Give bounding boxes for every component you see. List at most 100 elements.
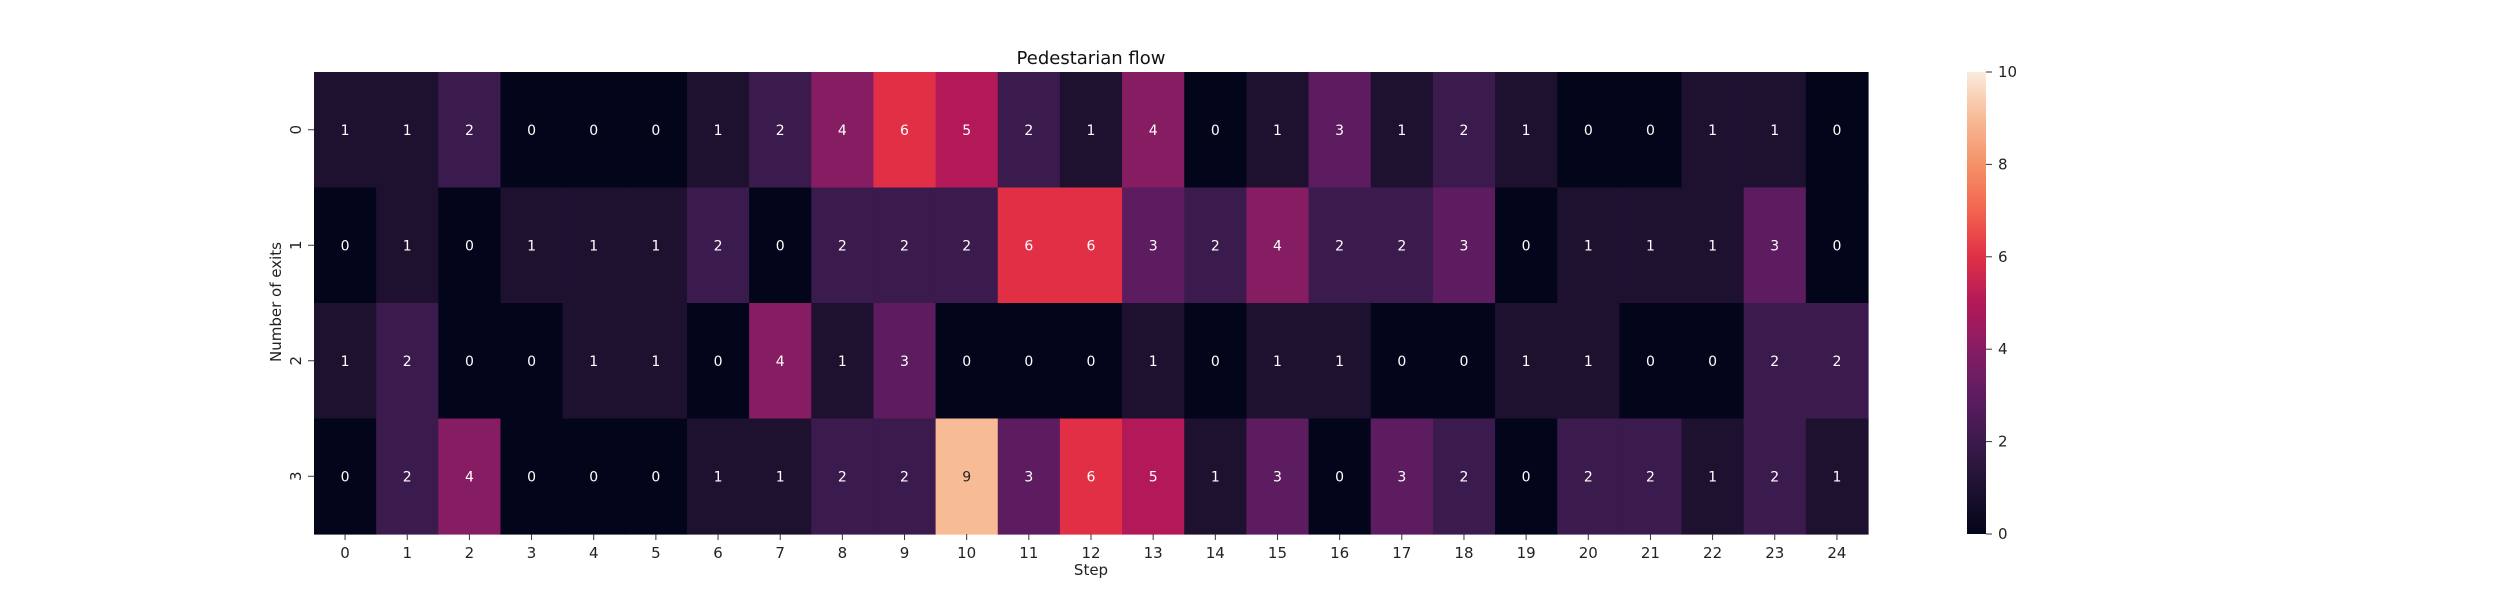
colorbar-tick-label: 6	[1998, 248, 2008, 266]
cell-value-label: 4	[838, 123, 847, 139]
cell-value-label: 0	[1646, 123, 1655, 139]
cell-value-label: 1	[1522, 354, 1531, 370]
cell-value-label: 2	[403, 354, 412, 370]
cell-value-label: 2	[1646, 469, 1655, 485]
heatmap-cell	[811, 418, 875, 535]
y-tick-label: 0	[287, 125, 305, 135]
cell-value-label: 3	[1397, 469, 1406, 485]
heatmap-cell	[1432, 303, 1496, 420]
colorbar	[1967, 72, 1986, 534]
cell-value-label: 4	[465, 469, 474, 485]
cell-value-label: 1	[1522, 123, 1531, 139]
heatmap-cell	[1370, 303, 1434, 420]
heatmap-cell	[1619, 72, 1683, 189]
x-tick-label: 16	[1330, 544, 1349, 562]
heatmap-cell	[873, 72, 937, 189]
heatmap-cell	[811, 303, 875, 420]
cell-value-label: 2	[1024, 123, 1033, 139]
cell-value-label: 3	[1459, 238, 1468, 254]
heatmap-cell	[686, 418, 750, 535]
heatmap-cell	[1557, 187, 1620, 304]
cell-value-label: 1	[1646, 238, 1655, 254]
cell-value-label: 0	[1397, 354, 1406, 370]
heatmap-cell	[1743, 72, 1807, 189]
heatmap-cell	[1432, 418, 1496, 535]
heatmap-cell	[1681, 187, 1745, 304]
heatmap-cell	[500, 72, 564, 189]
heatmap-cell	[1122, 187, 1185, 304]
cell-value-label: 0	[1335, 469, 1344, 485]
heatmap-cell	[935, 72, 999, 189]
heatmap-cell	[1619, 418, 1683, 535]
heatmap-cell	[624, 72, 688, 189]
cell-value-label: 0	[1708, 354, 1717, 370]
cell-value-label: 2	[1397, 238, 1406, 254]
heatmap-cell	[1308, 303, 1372, 420]
cell-value-label: 1	[1335, 354, 1344, 370]
x-tick-label: 1	[402, 544, 412, 562]
heatmap-cell	[1122, 418, 1185, 535]
heatmap-cell	[1059, 418, 1123, 535]
heatmap-cells	[314, 72, 1869, 535]
cell-value-label: 2	[776, 123, 785, 139]
cell-value-label: 2	[838, 238, 847, 254]
heatmap-cell	[997, 187, 1061, 304]
cell-value-label: 5	[962, 123, 971, 139]
x-axis-label: Step	[1074, 561, 1108, 579]
cell-value-label: 0	[527, 469, 536, 485]
cell-value-label: 2	[714, 238, 723, 254]
cell-value-label: 0	[465, 354, 474, 370]
heatmap-cell	[376, 303, 439, 420]
cell-value-label: 0	[341, 238, 350, 254]
heatmap-cell	[500, 303, 564, 420]
cell-value-label: 1	[341, 354, 350, 370]
x-tick-label: 0	[340, 544, 350, 562]
heatmap-cell	[1308, 72, 1372, 189]
heatmap-cell	[749, 72, 812, 189]
x-tick-label: 19	[1517, 544, 1536, 562]
heatmap-cell	[749, 303, 812, 420]
heatmap-cell	[873, 303, 937, 420]
cell-value-label: 6	[1087, 469, 1096, 485]
heatmap-cell	[438, 72, 502, 189]
colorbar-ticks: 0 2 4 6 8 10	[1986, 63, 2017, 543]
cell-value-label: 9	[962, 469, 971, 485]
heatmap-cell	[314, 72, 377, 189]
x-tick-label: 23	[1765, 544, 1784, 562]
heatmap-cell	[873, 418, 937, 535]
x-tick-label: 7	[775, 544, 785, 562]
heatmap-cell	[624, 418, 688, 535]
heatmap-cell	[1184, 303, 1247, 420]
heatmap-cell	[562, 303, 626, 420]
heatmap-cell	[1432, 72, 1496, 189]
cell-value-label: 1	[651, 354, 660, 370]
cell-value-label: 2	[1459, 469, 1468, 485]
x-tick-label: 3	[527, 544, 537, 562]
cell-value-label: 0	[714, 354, 723, 370]
x-tick-label: 21	[1641, 544, 1660, 562]
cell-value-label: 1	[403, 238, 412, 254]
heatmap-cell	[1246, 418, 1310, 535]
heatmap-cell	[1805, 72, 1869, 189]
heatmap-cell	[686, 187, 750, 304]
cell-value-label: 1	[1397, 123, 1406, 139]
heatmap-cell	[624, 303, 688, 420]
heatmap-cell	[1432, 187, 1496, 304]
heatmap-cell	[562, 418, 626, 535]
cell-value-label: 0	[527, 123, 536, 139]
heatmap-cell	[1557, 72, 1620, 189]
heatmap-cell	[438, 418, 502, 535]
cell-value-label: 1	[1273, 123, 1282, 139]
heatmap-cell	[376, 418, 439, 535]
cell-value-label: 1	[651, 238, 660, 254]
heatmap-cell	[1370, 72, 1434, 189]
heatmap-cell	[1557, 418, 1620, 535]
cell-value-label: 1	[838, 354, 847, 370]
heatmap-cell	[1184, 72, 1247, 189]
heatmap-cell	[376, 72, 439, 189]
cell-value-label: 1	[1708, 469, 1717, 485]
cell-value-label: 2	[465, 123, 474, 139]
x-tick-label: 15	[1268, 544, 1287, 562]
cell-value-label: 0	[589, 469, 598, 485]
cell-value-label: 1	[1584, 354, 1593, 370]
